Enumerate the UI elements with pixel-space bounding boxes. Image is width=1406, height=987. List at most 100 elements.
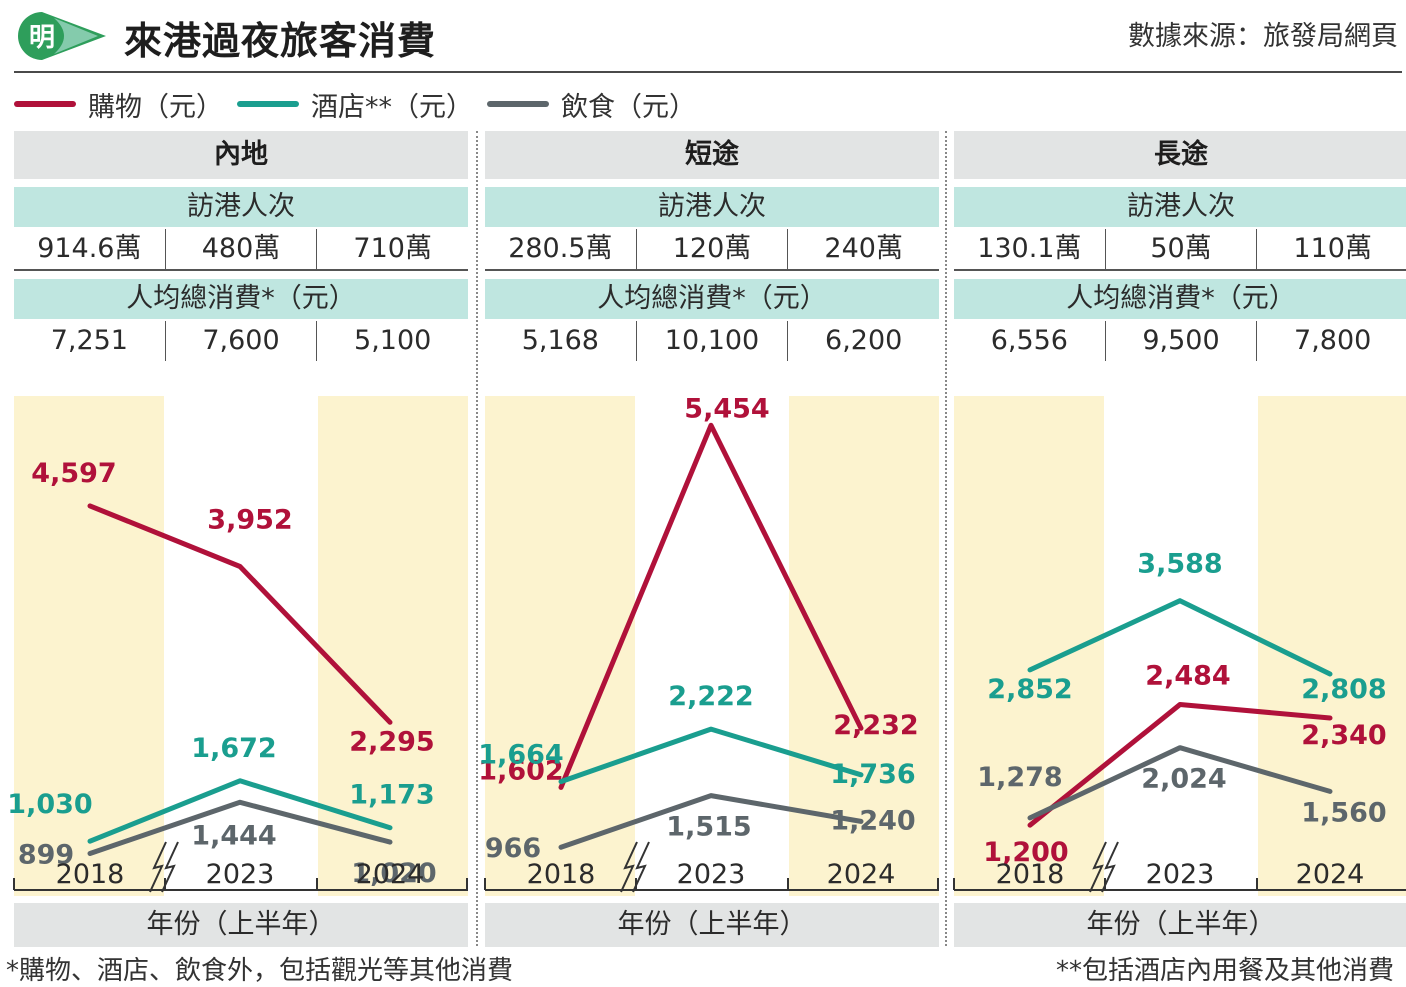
data-label-dining-2024: 1,240 [830, 805, 915, 836]
data-label-dining-2023: 1,444 [191, 820, 276, 851]
spend-2024: 7,800 [1256, 321, 1406, 361]
data-label-hotel-2023: 2,222 [668, 681, 753, 712]
row-divider [14, 269, 468, 271]
panel-separator [476, 131, 478, 946]
series-line-hotel [87, 778, 393, 844]
year-column-bg-2018 [485, 396, 635, 896]
data-label-dining-2018: 966 [485, 833, 541, 864]
data-label-shopping-2023: 2,484 [1145, 661, 1230, 692]
spend-2023: 7,600 [164, 321, 317, 361]
year-column-bg-2018 [14, 396, 164, 896]
header-rule [14, 71, 1402, 73]
spend-header: 人均總消費*（元） [954, 279, 1406, 319]
data-label-dining-2018: 899 [18, 839, 74, 870]
data-label-dining-2018: 1,278 [977, 762, 1062, 793]
data-label-shopping-2018: 1,602 [478, 755, 563, 786]
spend-2018: 7,251 [50, 325, 128, 356]
x-tick-label-2023: 2023 [677, 859, 746, 890]
data-label-shopping-2018: 1,200 [983, 837, 1068, 868]
data-label-hotel-2018: 1,030 [7, 789, 92, 820]
page-title: 來港過夜旅客消費 [124, 19, 437, 63]
visitors-header: 訪港人次 [954, 187, 1406, 227]
year-column-bg-2024 [1258, 396, 1406, 896]
axis-break-mark [1089, 841, 1107, 893]
legend-item-hotel: 酒店**（元） [237, 85, 473, 124]
legend-label-dining: 飲食（元） [561, 91, 696, 123]
visitors-2018: 130.1萬 [977, 233, 1082, 264]
series-line-dining [558, 793, 864, 850]
x-axis-title: 年份（上半年） [954, 903, 1406, 947]
spend-2018: 6,556 [990, 325, 1068, 356]
logo-char: 明 [29, 23, 55, 53]
series-line-shopping [1027, 702, 1333, 828]
visitors-2018: 914.6萬 [37, 233, 142, 264]
data-label-shopping-2024: 2,295 [349, 726, 434, 757]
data-label-hotel-2023: 1,672 [191, 733, 276, 764]
spend-header: 人均總消費*（元） [485, 279, 939, 319]
line-chart-short-haul: 1,602 5,454 2,232 1,664 2,222 1,736 966 1,515 1,… [478, 393, 939, 896]
series-line-dining [87, 799, 393, 856]
spend-2024: 6,200 [787, 321, 939, 361]
data-label-hotel-2023: 3,588 [1137, 549, 1222, 580]
row-divider [485, 269, 939, 271]
data-label-hotel-2024: 1,736 [830, 759, 915, 790]
visitors-header: 訪港人次 [485, 187, 939, 227]
spend-row: 7,251 7,600 5,100 [14, 321, 468, 361]
data-label-hotel-2018: 1,664 [478, 740, 563, 771]
panel-separator [945, 131, 947, 946]
axis-break-mark [620, 841, 638, 893]
panel-title: 短途 [485, 131, 939, 179]
series-line-hotel [558, 726, 864, 785]
series-line-shopping [87, 503, 393, 725]
data-label-dining-2024: 1,560 [1301, 797, 1386, 828]
legend-item-dining: 飲食（元） [487, 85, 696, 124]
spend-row: 6,556 9,500 7,800 [954, 321, 1406, 361]
mingpao-logo: 明 [18, 12, 106, 60]
x-tick-label-2018: 2018 [56, 859, 125, 890]
visitors-header: 訪港人次 [14, 187, 468, 227]
visitors-2023: 120萬 [635, 229, 788, 269]
x-tick-label-2024: 2024 [356, 859, 425, 890]
spend-2018: 5,168 [521, 325, 599, 356]
visitors-2023: 50萬 [1104, 229, 1257, 269]
data-label-shopping-2023: 5,454 [684, 393, 769, 424]
panel-title: 內地 [14, 131, 468, 179]
visitors-row: 130.1萬 50萬 110萬 [954, 229, 1406, 269]
visitors-row: 280.5萬 120萬 240萬 [485, 229, 939, 269]
legend-swatch-shopping [14, 101, 76, 107]
series-line-hotel [1027, 598, 1333, 677]
year-column-bg-2024 [318, 396, 468, 896]
legend-swatch-hotel [237, 101, 299, 107]
data-label-shopping-2024: 2,232 [833, 710, 918, 741]
x-axis-title: 年份（上半年） [485, 903, 939, 947]
data-label-dining-2023: 1,515 [666, 812, 751, 843]
panel-mainland: 內地 訪港人次 914.6萬 480萬 710萬 人均總消費*（元） 7,251… [7, 131, 468, 951]
footnote-other-spending: *購物、酒店、飲食外，包括觀光等其他消費 [6, 956, 514, 986]
x-tick-label-2024: 2024 [827, 859, 896, 890]
spend-row: 5,168 10,100 6,200 [485, 321, 939, 361]
axis-break-mark [632, 841, 650, 893]
data-label-shopping-2018: 4,597 [31, 458, 116, 489]
data-label-hotel-2024: 1,173 [349, 780, 434, 811]
x-tick-label-2023: 2023 [1146, 859, 1215, 890]
visitors-2024: 240萬 [787, 229, 939, 269]
spend-header: 人均總消費*（元） [14, 279, 468, 319]
data-label-hotel-2018: 2,852 [987, 674, 1072, 705]
panel-title: 長途 [954, 131, 1406, 179]
footnote-hotel-dining: **包括酒店內用餐及其他消費 [1055, 956, 1394, 986]
series-line-shopping [558, 422, 864, 790]
data-label-dining-2023: 2,024 [1141, 764, 1226, 795]
legend-label-shopping: 購物（元） [88, 91, 223, 123]
legend-label-hotel: 酒店**（元） [311, 91, 473, 123]
legend-item-shopping: 購物（元） [14, 85, 223, 124]
data-label-hotel-2024: 2,808 [1301, 674, 1386, 705]
x-axis-title: 年份（上半年） [14, 903, 468, 947]
visitors-2024: 110萬 [1256, 229, 1406, 269]
x-tick-label-2024: 2024 [1296, 859, 1365, 890]
spend-2024: 5,100 [316, 321, 468, 361]
visitors-2024: 710萬 [316, 229, 468, 269]
x-tick-label-2018: 2018 [996, 859, 1065, 890]
data-label-dining-2024: 1,020 [351, 858, 436, 889]
series-line-dining [1027, 745, 1333, 821]
panel-short-haul: 短途 訪港人次 280.5萬 120萬 240萬 人均總消費*（元） 5,168… [478, 131, 939, 951]
